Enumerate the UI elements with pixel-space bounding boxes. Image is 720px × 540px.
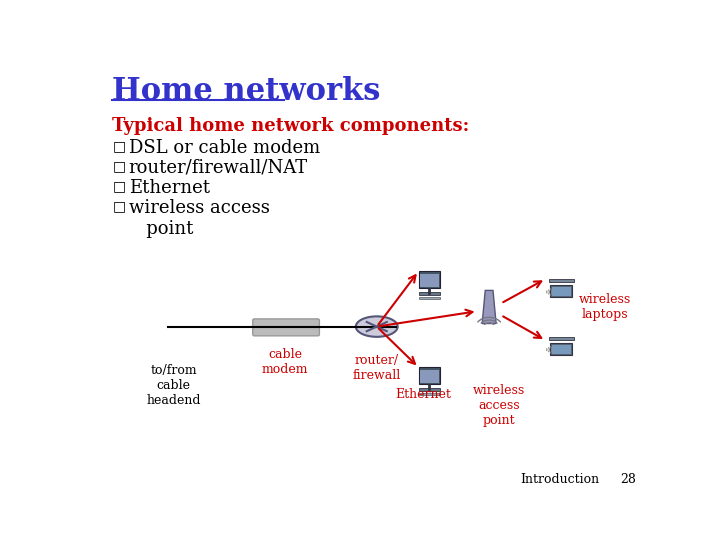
Text: □: □ — [113, 179, 127, 193]
Polygon shape — [482, 291, 496, 323]
Bar — [550, 343, 572, 355]
Bar — [550, 285, 572, 298]
Bar — [418, 292, 441, 295]
Text: wireless
laptops: wireless laptops — [580, 293, 631, 321]
FancyBboxPatch shape — [253, 319, 320, 336]
Bar — [418, 388, 441, 392]
Bar — [549, 336, 574, 340]
Text: wireless access
   point: wireless access point — [129, 199, 269, 238]
Bar — [549, 279, 574, 282]
Bar — [420, 370, 438, 383]
Text: Introduction: Introduction — [520, 473, 599, 486]
Bar — [420, 274, 438, 287]
Bar — [418, 271, 441, 288]
Bar — [418, 296, 441, 299]
Bar — [418, 367, 441, 384]
Text: DSL or cable modem: DSL or cable modem — [129, 139, 320, 157]
Text: to/from
cable
headend: to/from cable headend — [146, 363, 201, 407]
Text: Ethernet: Ethernet — [129, 179, 210, 197]
Ellipse shape — [356, 316, 397, 337]
Text: wireless
access
point: wireless access point — [473, 384, 526, 427]
Text: Typical home network components:: Typical home network components: — [112, 117, 469, 135]
Bar — [552, 287, 570, 296]
Bar — [418, 393, 441, 395]
Text: □: □ — [113, 199, 127, 213]
Text: router/
firewall: router/ firewall — [353, 354, 401, 382]
Text: Ethernet: Ethernet — [395, 388, 451, 401]
Bar — [552, 345, 570, 354]
Text: 28: 28 — [621, 473, 636, 486]
Text: router/firewall/NAT: router/firewall/NAT — [129, 159, 308, 177]
Text: □: □ — [113, 159, 127, 173]
Text: Home networks: Home networks — [112, 76, 380, 107]
Text: cable
modem: cable modem — [262, 348, 309, 376]
Text: □: □ — [113, 139, 127, 153]
